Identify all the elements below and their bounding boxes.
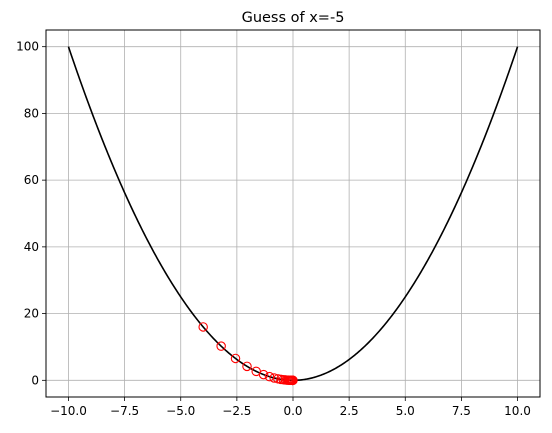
guess-points-layer [198, 322, 298, 386]
guess-point [269, 373, 279, 383]
guess-point [264, 371, 275, 382]
x-tick-label: −10.0 [50, 404, 87, 418]
x-tick-label: 5.0 [396, 404, 415, 418]
y-axis: 0 20 40 60 80 100 [16, 40, 46, 387]
x-tick-label: 0.0 [283, 404, 302, 418]
guess-point [288, 375, 298, 386]
chart-title: Guess of x=-5 [242, 10, 345, 26]
guess-point [242, 361, 252, 372]
grid [46, 30, 540, 397]
x-tick-label: 10.0 [504, 404, 531, 418]
y-tick-label: 100 [16, 40, 39, 54]
x-tick-label: −2.5 [222, 404, 251, 418]
x-tick-label: 2.5 [340, 404, 359, 418]
x-tick-label: 7.5 [452, 404, 471, 418]
y-tick-label: 0 [31, 373, 39, 387]
y-tick-label: 60 [24, 173, 39, 187]
y-tick-label: 40 [24, 240, 39, 254]
y-tick-label: 20 [24, 307, 39, 321]
guess-point [198, 322, 208, 332]
y-tick-label: 80 [24, 106, 39, 120]
x-tick-label: −7.5 [110, 404, 139, 418]
guess-point [216, 341, 226, 351]
guess-point [258, 369, 269, 380]
x-tick-label: −5.0 [166, 404, 195, 418]
guess-point [230, 353, 241, 364]
x-axis: −10.0 −7.5 −5.0 −2.5 0.0 2.5 5.0 7.5 10.0 [50, 397, 531, 418]
